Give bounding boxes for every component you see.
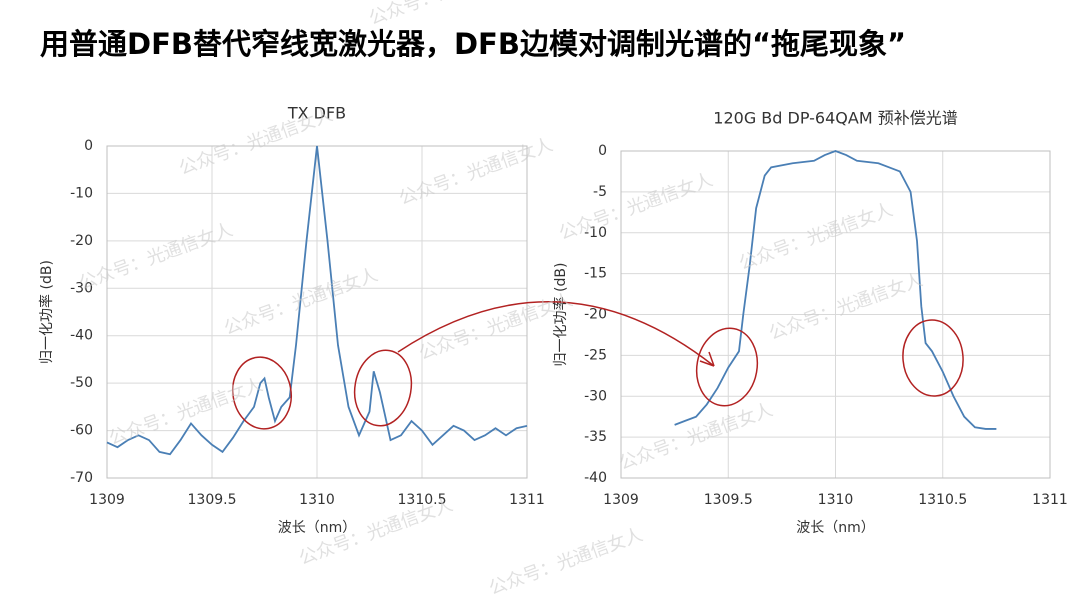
y-tick-label: -10: [584, 225, 607, 241]
series-line: [674, 150, 997, 430]
x-axis-label: 波长（nm）: [796, 520, 875, 536]
y-tick-label: -25: [584, 347, 607, 363]
x-tick-label: 1311: [509, 492, 545, 508]
y-tick-label: 0: [84, 138, 93, 154]
y-tick-label: 0: [598, 143, 607, 159]
series-line: [106, 145, 528, 456]
highlight-ellipse: [353, 349, 413, 427]
watermark: 公众号：光通信女人: [416, 289, 575, 364]
x-tick-label: 1310.5: [918, 492, 967, 508]
y-tick-label: -5: [593, 184, 607, 200]
highlight-ellipse: [695, 327, 759, 407]
highlight-ellipse: [902, 319, 964, 397]
watermark: 公众号：光通信女人: [486, 524, 645, 599]
arrow-head: [699, 351, 715, 367]
y-tick-label: -35: [584, 429, 607, 445]
watermarks: 公众号：光通信女人 公众号：光通信女人 公众号：光通信女人 公众号：光通信女人 …: [76, 0, 925, 599]
x-tick-label: 1309: [603, 492, 639, 508]
x-tick-label: 1310: [818, 492, 854, 508]
y-tick-label: -70: [70, 470, 93, 486]
y-tick-label: -60: [70, 423, 93, 439]
y-tick-label: -20: [70, 233, 93, 249]
y-tick-label: -15: [584, 266, 607, 282]
watermark: 公众号：光通信女人: [766, 269, 925, 344]
chart-title: 120G Bd DP-64QAM 预补偿光谱: [713, 109, 957, 128]
annotations: [232, 301, 964, 430]
watermark: 公众号：光通信女人: [736, 199, 895, 274]
y-axis-label: 归一化功率 (dB): [552, 263, 569, 367]
x-tick-label: 1309.5: [188, 492, 237, 508]
arrow: [397, 301, 715, 367]
x-tick-label: 1309: [89, 492, 125, 508]
watermark: 公众号：光通信女人: [366, 0, 525, 29]
y-tick-label: -10: [70, 185, 93, 201]
y-tick-label: -20: [584, 307, 607, 323]
slide-title: 用普通DFB替代窄线宽激光器，DFB边模对调制光谱的“拖尾现象”: [40, 27, 906, 61]
x-tick-label: 1309.5: [704, 492, 753, 508]
watermark: 公众号：光通信女人: [221, 264, 380, 339]
x-tick-label: 1310.5: [398, 492, 447, 508]
y-tick-label: -30: [584, 388, 607, 404]
highlight-ellipse: [232, 356, 292, 430]
x-axis-label: 波长（nm）: [278, 520, 357, 536]
watermark: 公众号：光通信女人: [106, 374, 265, 449]
y-tick-label: -40: [584, 470, 607, 486]
y-tick-label: -30: [70, 280, 93, 296]
y-tick-label: -40: [70, 328, 93, 344]
y-axis-label: 归一化功率 (dB): [38, 260, 55, 364]
watermark: 公众号：光通信女人: [176, 104, 335, 179]
x-tick-label: 1311: [1032, 492, 1068, 508]
x-tick-label: 1310: [299, 492, 335, 508]
chart-title: TX DFB: [287, 104, 346, 123]
y-tick-label: -50: [70, 375, 93, 391]
